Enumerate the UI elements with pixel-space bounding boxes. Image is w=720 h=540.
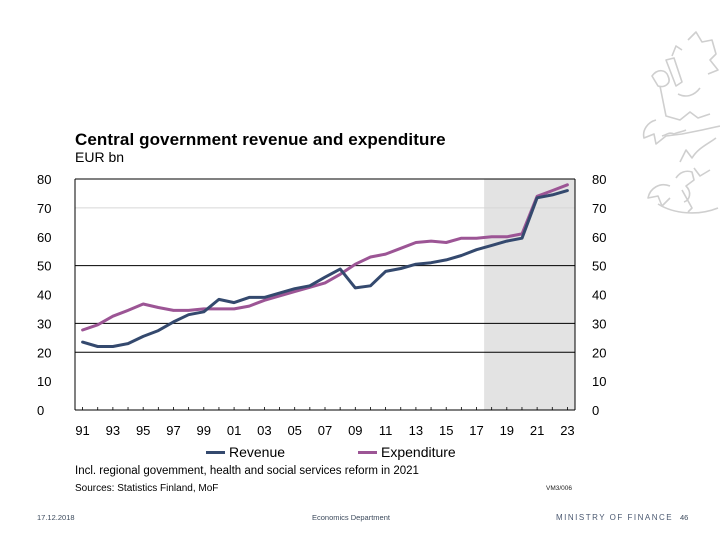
x-tick-label: 03 [257,423,271,438]
y-tick-label-right: 70 [592,201,606,216]
series-line-expenditure [81,183,569,332]
y-tick-label-right: 10 [592,374,606,389]
axes-layer [74,178,576,411]
y-tick-label-right: 60 [592,230,606,245]
x-tick-label: 93 [106,423,120,438]
x-tick-label: 07 [318,423,332,438]
series-layer [81,183,569,348]
x-tick-label: 91 [75,423,89,438]
y-tick-label-left: 0 [37,403,44,418]
y-tick-label-right: 40 [592,288,606,303]
footer-ministry-logo: MINISTRY OF FINANCE [556,513,674,522]
finnish-lion-emblem-icon [642,31,720,214]
chart-unit-label: EUR bn [75,149,125,165]
y-tick-label-right: 0 [592,403,599,418]
footer-page-number: 46 [680,513,689,522]
x-tick-label: 21 [530,423,544,438]
y-tick-label-right: 20 [592,345,606,360]
x-tick-label: 15 [439,423,453,438]
y-tick-label-left: 10 [37,374,51,389]
y-tick-label-left: 60 [37,230,51,245]
x-tick-label: 23 [560,423,574,438]
y-tick-label-right: 50 [592,259,606,274]
legend-swatch-expenditure [358,450,377,454]
chart-footnote: Incl. regional govemment, health and soc… [75,465,419,477]
x-tick-label: 13 [409,423,423,438]
x-tick-label: 19 [500,423,514,438]
legend-swatch-revenue [206,450,225,454]
y-tick-label-left: 80 [37,172,51,187]
y-tick-label-left: 20 [37,345,51,360]
y-tick-label-left: 30 [37,316,51,331]
chart-sources: Sources: Statistics Finland, MoF [75,483,219,494]
legend-label-revenue: Revenue [229,444,286,460]
chart-code: VM3/006 [546,485,573,492]
x-tick-label: 95 [136,423,150,438]
x-tick-label: 09 [348,423,362,438]
y-tick-label-left: 70 [37,201,51,216]
y-tick-label-left: 40 [37,288,51,303]
y-tick-label-left: 50 [37,259,51,274]
x-tick-label: 11 [379,423,393,438]
x-tick-label: 97 [166,423,180,438]
legend-label-expenditure: Expenditure [381,444,456,460]
legend-item-expenditure: Expenditure [358,444,456,460]
series-line-revenue [81,189,569,348]
x-tick-label: 99 [197,423,211,438]
chart-legend: Revenue Expenditure [0,444,720,462]
y-tick-label-right: 80 [592,172,606,187]
x-tick-label: 17 [469,423,483,438]
legend-item-revenue: Revenue [206,444,285,460]
footer-department: Economics Department [312,513,390,522]
gridlines-layer [75,207,575,353]
y-tick-label-right: 30 [592,316,606,331]
footer-date: 17.12.2018 [37,513,75,522]
x-tick-label: 01 [227,423,241,438]
x-tick-label: 05 [287,423,301,438]
chart-title: Central government revenue and expenditu… [75,130,446,149]
